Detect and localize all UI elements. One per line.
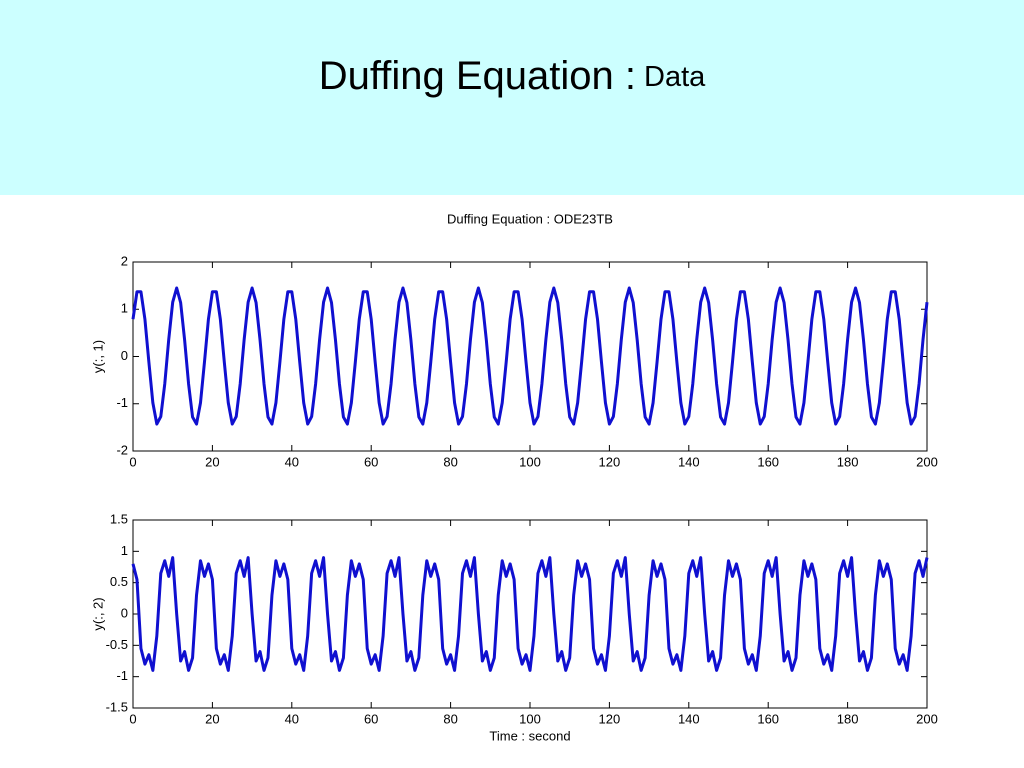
x-tick-label: 160 [757, 454, 779, 469]
x-tick-label: 100 [519, 454, 541, 469]
y-tick-label: 2 [121, 253, 128, 268]
x-tick-label: 20 [205, 711, 219, 726]
x-tick-label: 180 [837, 454, 859, 469]
y-tick-label: 0 [121, 348, 128, 363]
slide-title-main: Duffing Equation : [319, 54, 636, 98]
y-tick-label: -1 [116, 668, 128, 683]
x-tick-label: 60 [364, 711, 378, 726]
x-tick-label: 120 [599, 711, 621, 726]
x-tick-label: 0 [129, 711, 136, 726]
slide-title-suffix: Data [644, 61, 706, 93]
x-tick-label: 140 [678, 454, 700, 469]
header-band [0, 0, 1024, 195]
plot-area [132, 519, 928, 709]
y-tick-label: -1.5 [106, 699, 128, 714]
data-line [131, 286, 929, 426]
data-line [131, 556, 929, 672]
x-tick-label: 120 [599, 454, 621, 469]
y-tick-label: -0.5 [106, 637, 128, 652]
y-tick-label: 0 [121, 605, 128, 620]
y-tick-label: 1.5 [110, 511, 128, 526]
slide-title: Duffing Equation : Data [319, 54, 706, 98]
y-axis-label: y(:, 2) [90, 597, 105, 630]
y-tick-label: -2 [116, 442, 128, 457]
y-tick-label: 0.5 [110, 574, 128, 589]
x-tick-label: 200 [916, 711, 938, 726]
y-tick-label: -1 [116, 395, 128, 410]
x-tick-label: 200 [916, 454, 938, 469]
x-tick-label: 40 [285, 454, 299, 469]
x-tick-label: 0 [129, 454, 136, 469]
plot-area [132, 261, 928, 452]
x-tick-label: 80 [443, 711, 457, 726]
x-axis-label: Time : second [489, 728, 570, 743]
x-tick-label: 80 [443, 454, 457, 469]
x-tick-label: 180 [837, 711, 859, 726]
x-tick-label: 40 [285, 711, 299, 726]
x-tick-label: 140 [678, 711, 700, 726]
x-tick-label: 160 [757, 711, 779, 726]
x-tick-label: 100 [519, 711, 541, 726]
chart-title: Duffing Equation : ODE23TB [447, 211, 613, 226]
y-tick-label: 1 [121, 543, 128, 558]
y-axis-label: y(:, 1) [90, 340, 105, 373]
y-tick-label: 1 [121, 301, 128, 316]
x-tick-label: 60 [364, 454, 378, 469]
x-tick-label: 20 [205, 454, 219, 469]
